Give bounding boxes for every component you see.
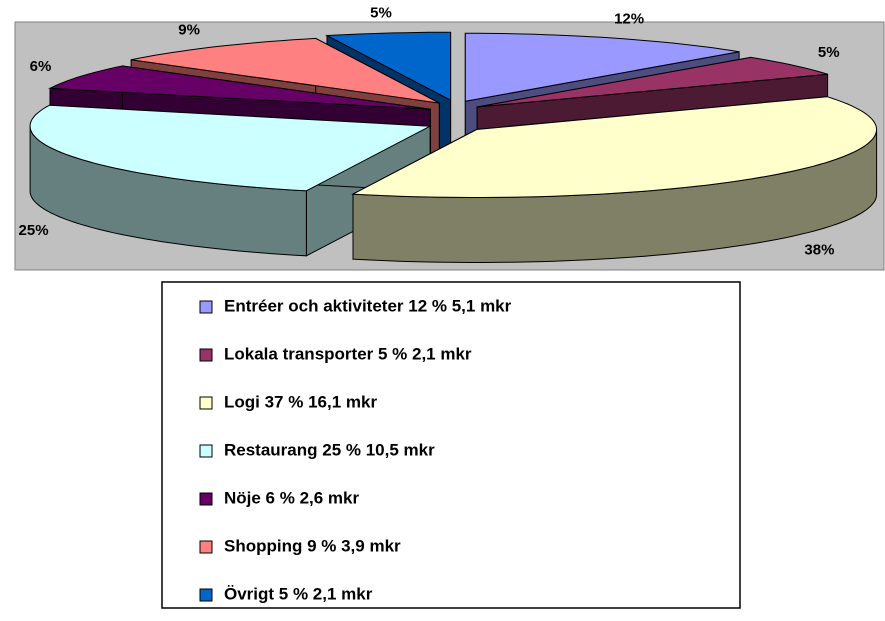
data-label: 9% — [178, 21, 200, 38]
legend-label: Övrigt 5 % 2,1 mkr — [224, 584, 373, 603]
data-label: 5% — [818, 44, 840, 61]
data-label: 6% — [30, 58, 52, 75]
slice — [477, 56, 828, 108]
slice — [464, 32, 740, 102]
legend-swatch — [199, 540, 213, 554]
slice — [325, 31, 452, 102]
slice — [130, 37, 440, 104]
legend-swatch — [199, 588, 213, 602]
legend-label: Logi 37 % 16,1 mkr — [224, 392, 377, 411]
legend-box — [161, 281, 741, 609]
data-label: 38% — [804, 242, 834, 259]
slice — [48, 65, 431, 110]
data-label: 5% — [370, 4, 392, 21]
legend-label: Entréer och aktiviteter 12 % 5,1 mkr — [224, 296, 512, 315]
legend-swatch — [199, 396, 213, 410]
slice — [29, 104, 432, 192]
legend-swatch — [199, 444, 213, 458]
legend-label: Nöje 6 % 2,6 mkr — [224, 488, 360, 507]
legend-swatch — [199, 300, 213, 314]
legend-label: Lokala transporter 5 % 2,1 mkr — [224, 344, 472, 363]
slice — [351, 96, 878, 198]
legend-label: Restaurang 25 % 10,5 mkr — [224, 440, 435, 459]
legend-swatch — [199, 492, 213, 506]
data-label: 25% — [19, 222, 49, 239]
legend-label: Shopping 9 % 3,9 mkr — [224, 536, 401, 555]
legend-swatch — [199, 348, 213, 362]
data-label: 12% — [614, 10, 644, 27]
